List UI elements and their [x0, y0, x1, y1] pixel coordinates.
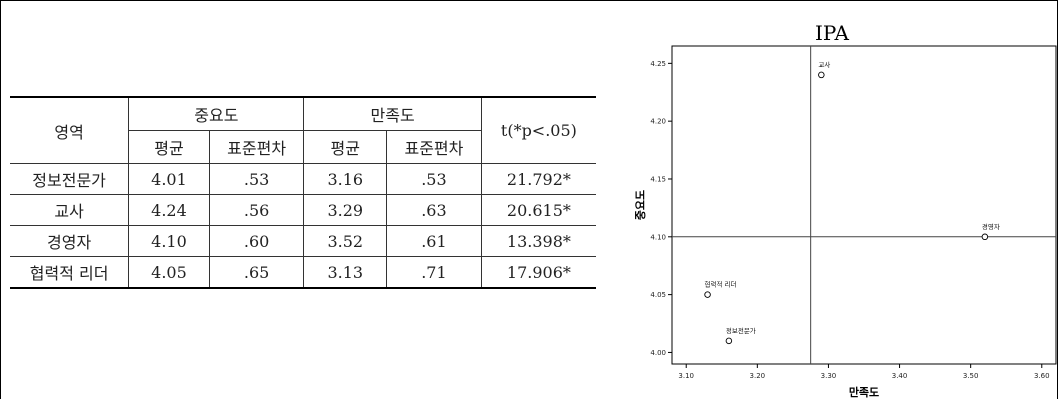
row-area: 정보전문가	[10, 163, 130, 195]
y-axis-label: 중요도	[634, 190, 647, 220]
row-sat-mean: 3.52	[303, 225, 388, 257]
header-sat-sd: 표준편차	[386, 130, 482, 164]
y-tick-label: 4.00	[650, 349, 666, 357]
data-point	[704, 291, 711, 298]
row-sat-mean: 3.29	[303, 194, 388, 226]
ipa-scatter-chart: IPA 3.10 3.20 3.30 3.40 3.50 3.60 4.00 4.05 4.10…	[604, 0, 1060, 401]
row-t: 21.792*	[480, 163, 596, 195]
header-area: 영역	[10, 96, 130, 164]
y-tick-label: 4.20	[650, 118, 666, 126]
row-t: 17.906*	[480, 256, 596, 289]
x-axis-label: 만족도	[849, 385, 879, 399]
table-row: 경영자 4.10 .60 3.52 .61 13.398*	[10, 225, 596, 257]
x-tick-label: 3.30	[821, 372, 837, 380]
reference-lines	[672, 46, 1056, 364]
y-tick-label: 4.05	[650, 291, 666, 299]
x-tick-label: 3.60	[1034, 372, 1050, 380]
row-imp-sd: .65	[208, 256, 305, 289]
data-point	[725, 337, 733, 345]
header-imp-mean: 평균	[128, 130, 210, 164]
header-imp-sd: 표준편차	[208, 130, 305, 164]
row-sat-mean: 3.13	[303, 256, 388, 289]
row-sat-sd: .71	[386, 256, 482, 289]
row-imp-sd: .56	[208, 194, 305, 226]
row-sat-sd: .61	[386, 225, 482, 257]
table-row: 협력적 리더 4.05 .65 3.13 .71 17.906*	[10, 256, 596, 289]
x-tick-label: 3.20	[750, 372, 766, 380]
row-imp-mean: 4.01	[128, 163, 210, 195]
row-imp-mean: 4.10	[128, 225, 210, 257]
row-sat-sd: .53	[386, 163, 482, 195]
data-point-label: 경영자	[982, 222, 1000, 231]
row-imp-mean: 4.24	[128, 194, 210, 226]
x-tick-label: 3.40	[892, 372, 908, 380]
row-t: 20.615*	[480, 194, 596, 226]
table-row: 교사 4.24 .56 3.29 .63 20.615*	[10, 194, 596, 226]
ipa-stats-table: 영역 중요도 만족도 t(*p<.05) 평균 표준편차 평균 표준편차 정보전…	[10, 96, 596, 289]
header-sat-mean: 평균	[303, 130, 388, 164]
row-imp-sd: .53	[208, 163, 305, 195]
row-area: 경영자	[10, 225, 130, 257]
row-area: 교사	[10, 194, 130, 226]
y-tick-label: 4.15	[650, 175, 666, 183]
row-imp-sd: .60	[208, 225, 305, 257]
row-sat-sd: .63	[386, 194, 482, 226]
data-point-label: 협력적 리더	[705, 280, 737, 289]
table-row: 정보전문가 4.01 .53 3.16 .53 21.792*	[10, 163, 596, 195]
header-satisfaction: 만족도	[303, 96, 482, 131]
data-point-label: 정보전문가	[726, 326, 756, 335]
row-imp-mean: 4.05	[128, 256, 210, 289]
plot-area	[671, 45, 1057, 365]
x-tick-label: 3.10	[678, 372, 694, 380]
y-tick-label: 4.25	[650, 60, 666, 68]
data-point	[818, 71, 825, 79]
header-t: t(*p<.05)	[480, 96, 596, 164]
row-area: 협력적 리더	[10, 256, 130, 289]
table-header-row: 영역 중요도 만족도 t(*p<.05)	[10, 96, 596, 164]
x-tick-label: 3.50	[963, 372, 979, 380]
chart-title: IPA	[815, 21, 850, 45]
data-point	[981, 233, 989, 241]
row-t: 13.398*	[480, 225, 596, 257]
ipa-scatter-svg: IPA 3.10 3.20 3.30 3.40 3.50 3.60 4.00 4.05 4.10…	[634, 21, 1057, 399]
ticks-layer: 3.10 3.20 3.30 3.40 3.50 3.60 4.00 4.05 4.10 4.15…	[650, 60, 1049, 380]
row-sat-mean: 3.16	[303, 163, 388, 195]
data-point-label: 교사	[818, 60, 830, 69]
header-importance: 중요도	[128, 96, 305, 131]
y-tick-label: 4.10	[650, 233, 666, 241]
